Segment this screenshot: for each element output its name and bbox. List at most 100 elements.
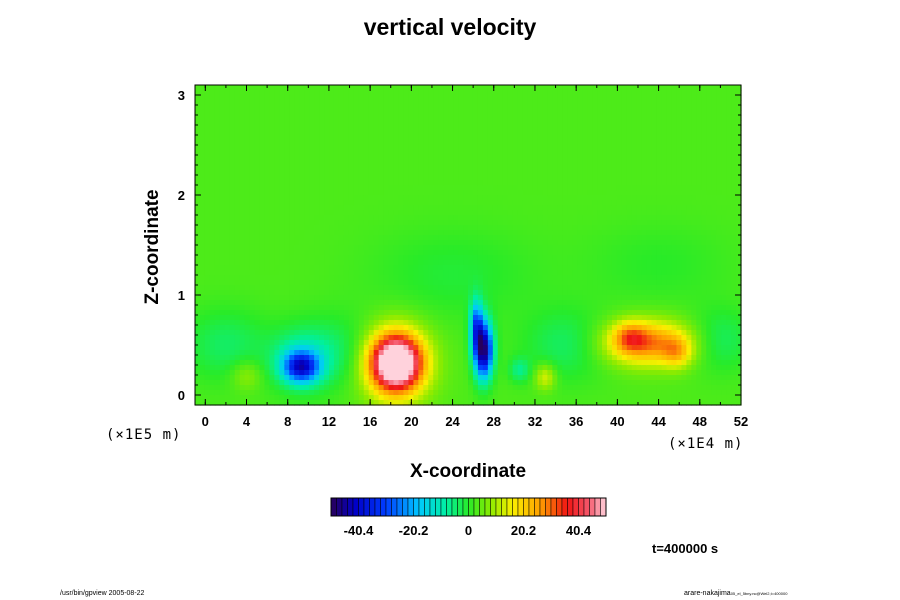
heatmap-cell (472, 115, 479, 121)
heatmap-cell (373, 250, 380, 256)
heatmap-cell (378, 115, 385, 121)
heatmap-cell (463, 175, 469, 181)
heatmap-cell (552, 285, 558, 291)
heatmap-cell (428, 125, 434, 131)
heatmap-cell (487, 95, 494, 101)
heatmap-cell (199, 175, 206, 181)
heatmap-cell (234, 250, 241, 256)
heatmap-cell (492, 245, 499, 251)
heatmap-cell (373, 205, 380, 211)
heatmap-cell (537, 120, 544, 126)
heatmap-cell (259, 395, 266, 401)
heatmap-cell (259, 280, 266, 286)
heatmap-cell (522, 230, 529, 236)
heatmap-cell (244, 360, 251, 366)
heatmap-cell (244, 230, 251, 236)
heatmap-cell (309, 300, 315, 306)
heatmap-cell (304, 190, 310, 196)
heatmap-cell (368, 115, 375, 121)
heatmap-cell (418, 375, 424, 381)
heatmap-cell (358, 160, 365, 166)
heatmap-cell (398, 190, 405, 196)
heatmap-cell (448, 280, 454, 286)
heatmap-cell (299, 330, 305, 336)
heatmap-cell (557, 210, 563, 216)
heatmap-cell (234, 300, 241, 306)
heatmap-cell (229, 195, 236, 201)
heatmap-cell (527, 240, 534, 246)
heatmap-cell (562, 260, 568, 266)
heatmap-cell (537, 315, 544, 321)
heatmap-cell (492, 240, 499, 246)
heatmap-cell (577, 145, 583, 151)
heatmap-cell (487, 260, 494, 266)
heatmap-cell (472, 195, 479, 201)
heatmap-cell (582, 100, 588, 106)
heatmap-cell (472, 345, 479, 351)
heatmap-cell (502, 290, 509, 296)
heatmap-cell (428, 205, 434, 211)
heatmap-cell (413, 210, 419, 216)
heatmap-cell (497, 200, 504, 206)
heatmap-cell (358, 285, 365, 291)
heatmap-cell (403, 165, 410, 171)
heatmap-cell (219, 210, 226, 216)
heatmap-cell (413, 350, 419, 356)
heatmap-cell (572, 110, 578, 116)
heatmap-cell (512, 400, 519, 406)
heatmap-cell (224, 120, 231, 126)
heatmap-cell (472, 320, 479, 326)
heatmap-cell (423, 315, 429, 321)
heatmap-cell (527, 95, 534, 101)
heatmap-cell (304, 160, 310, 166)
heatmap-cell (269, 210, 276, 216)
heatmap-cell (368, 310, 375, 316)
heatmap-cell (348, 195, 355, 201)
heatmap-cell (567, 265, 573, 271)
heatmap-cell (423, 335, 429, 341)
heatmap-cell (239, 280, 246, 286)
heatmap-cell (333, 135, 340, 141)
heatmap-cell (299, 285, 305, 291)
heatmap-cell (239, 100, 246, 106)
heatmap-cell (552, 140, 558, 146)
heatmap-cell (522, 325, 529, 331)
heatmap-cell (363, 310, 370, 316)
heatmap-cell (448, 390, 454, 396)
heatmap-cell (542, 160, 549, 166)
heatmap-cell (477, 195, 484, 201)
heatmap-cell (239, 285, 246, 291)
heatmap-cell (279, 375, 285, 381)
heatmap-cell (358, 325, 365, 331)
heatmap-cell (458, 105, 464, 111)
heatmap-cell (567, 335, 573, 341)
heatmap-cell (264, 315, 271, 321)
heatmap-cell (492, 360, 499, 366)
heatmap-cell (264, 325, 271, 331)
heatmap-cell (254, 330, 261, 336)
heatmap-cell (413, 155, 419, 161)
heatmap-cell (319, 400, 325, 406)
heatmap-cell (433, 275, 439, 281)
heatmap-cell (428, 135, 434, 141)
heatmap-cell (567, 100, 573, 106)
heatmap-cell (418, 305, 424, 311)
heatmap-cell (378, 105, 385, 111)
heatmap-cell (403, 185, 410, 191)
heatmap-cell (209, 230, 216, 236)
heatmap-cell (433, 340, 439, 346)
heatmap-cell (299, 300, 305, 306)
heatmap-cell (363, 195, 370, 201)
heatmap-cell (388, 180, 395, 186)
heatmap-cell (219, 280, 226, 286)
heatmap-cell (195, 365, 201, 371)
heatmap-cell (418, 85, 424, 91)
heatmap-cell (249, 340, 256, 346)
heatmap-cell (468, 95, 474, 101)
heatmap-cell (368, 250, 375, 256)
heatmap-cell (562, 255, 568, 261)
heatmap-cell (408, 140, 414, 146)
heatmap-cell (219, 215, 226, 221)
heatmap-cell (557, 125, 563, 131)
heatmap-cell (458, 250, 464, 256)
